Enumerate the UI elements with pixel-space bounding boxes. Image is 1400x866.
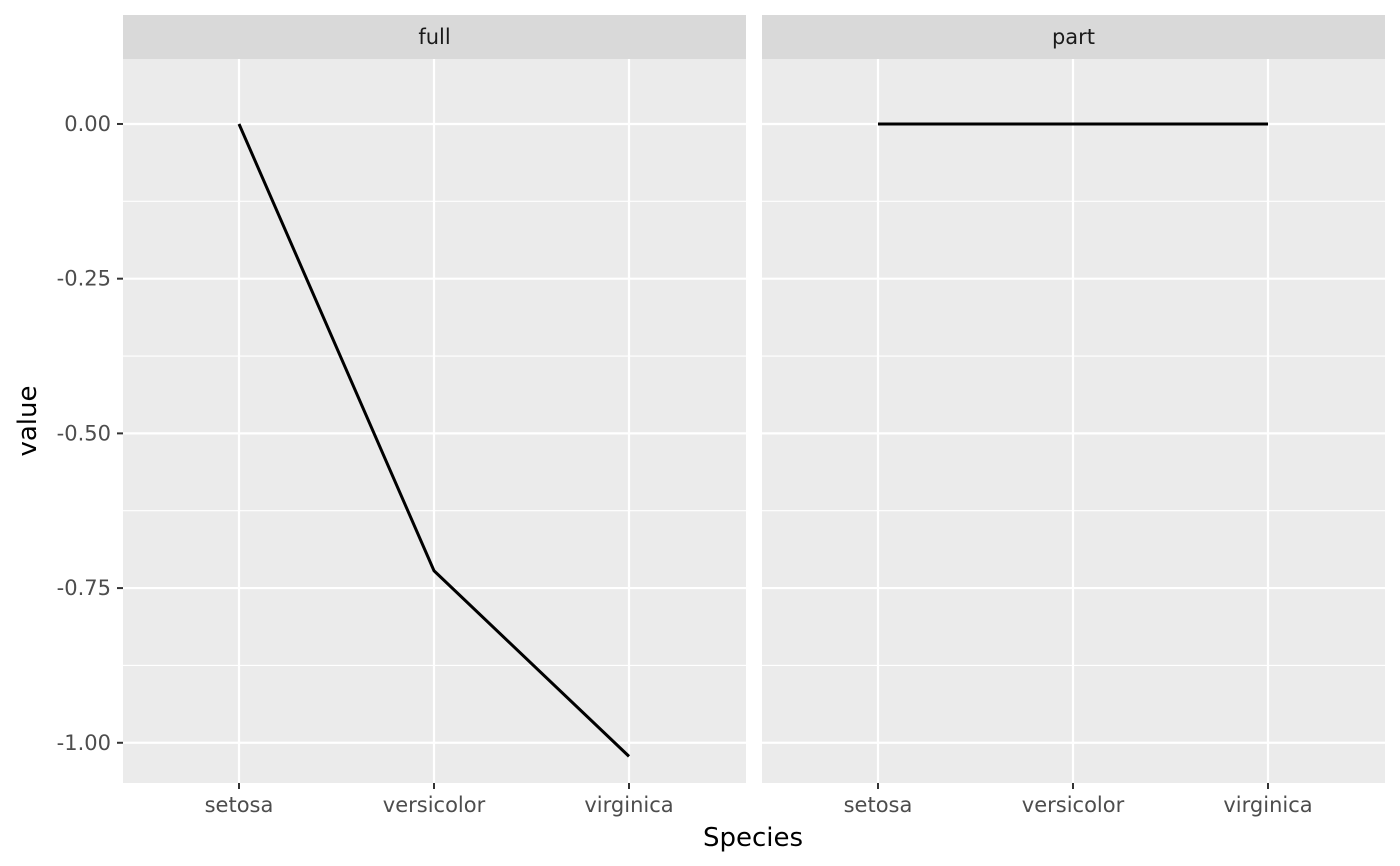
facet-strip [123, 15, 746, 59]
x-tick-label: versicolor [1022, 793, 1125, 817]
y-tick-label: 0.00 [64, 112, 111, 136]
y-axis: 0.00 -0.25 -0.50 -0.75 -1.00 [57, 112, 123, 755]
x-tick-label: setosa [844, 793, 913, 817]
x-tick-label: virginica [1223, 793, 1312, 817]
facet-panels: full setosa versicolor virginica part setosa v… [123, 15, 1385, 817]
facet-panel-part: part setosa versicolor virginica [762, 15, 1385, 817]
y-tick-label: -0.75 [57, 576, 111, 600]
y-axis-title: value [13, 385, 43, 456]
y-tick-label: -1.00 [57, 731, 111, 755]
x-tick-label: versicolor [383, 793, 486, 817]
x-tick-label: setosa [205, 793, 274, 817]
y-tick-label: -0.25 [57, 267, 111, 291]
x-axis-title: Species [703, 823, 803, 853]
x-tick-label: virginica [584, 793, 673, 817]
facet-strip [762, 15, 1385, 59]
y-tick-label: -0.50 [57, 421, 111, 445]
facet-panel-full: full setosa versicolor virginica [123, 15, 746, 817]
facet-strip-label: part [1052, 25, 1095, 49]
facet-strip-label: full [418, 25, 450, 49]
